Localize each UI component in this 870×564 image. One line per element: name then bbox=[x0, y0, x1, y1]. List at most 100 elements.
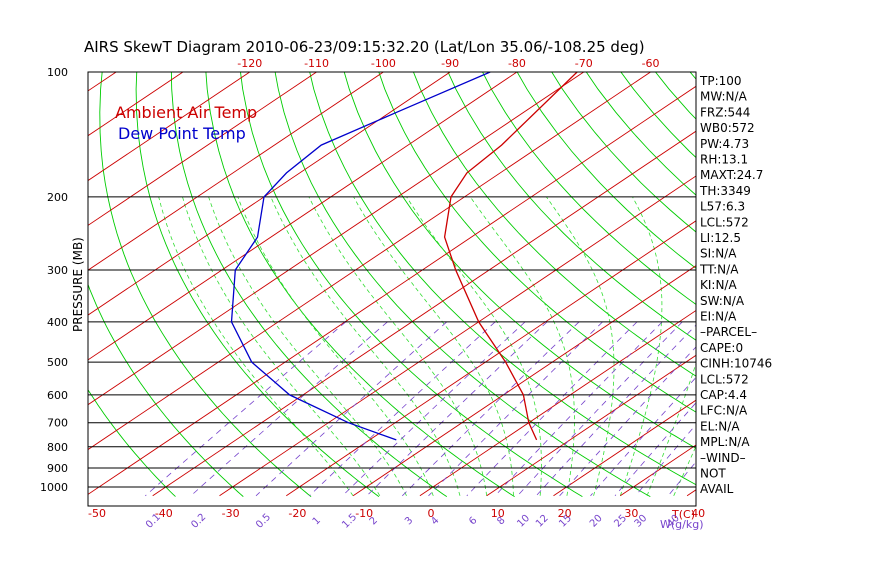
isotherm-line bbox=[353, 63, 870, 496]
dry-adiabat-line bbox=[750, 63, 870, 497]
index-entry: KI:N/A bbox=[700, 278, 737, 292]
index-entry: –WIND– bbox=[700, 451, 746, 465]
index-entry: EI:N/A bbox=[700, 310, 737, 324]
bottom-temperature-tick-label: 40 bbox=[691, 507, 705, 520]
pressure-tick-labels: 100 200 300 400 500 600 700 800 900 1000 bbox=[40, 66, 68, 494]
index-entry: LI:12.5 bbox=[700, 231, 741, 245]
mixing-ratio-line bbox=[536, 322, 699, 496]
moist-adiabat-line bbox=[238, 197, 433, 496]
index-entry: WB0:572 bbox=[700, 121, 755, 135]
pressure-tick-label: 800 bbox=[47, 441, 68, 454]
bottom-temperature-tick-label: -30 bbox=[222, 507, 240, 520]
mixing-ratio-tick-label: 8 bbox=[495, 515, 507, 527]
dry-adiabat-line bbox=[853, 63, 870, 497]
top-temperature-tick-label: -120 bbox=[237, 57, 262, 70]
chart-title: AIRS SkewT Diagram 2010-06-23/09:15:32.2… bbox=[84, 38, 645, 56]
mixing-ratio-line bbox=[191, 322, 388, 496]
index-entry: CAPE:0 bbox=[700, 341, 743, 355]
moist-adiabat-line bbox=[354, 197, 514, 496]
moist-adiabat-line bbox=[620, 197, 662, 496]
dry-adiabat-line bbox=[478, 63, 870, 497]
index-entry: NOT bbox=[700, 467, 726, 481]
sounding-series bbox=[232, 72, 578, 440]
pressure-tick-label: 400 bbox=[47, 316, 68, 329]
mixing-ratio-tick-label: 20 bbox=[588, 513, 605, 530]
top-temperature-tick-label: -110 bbox=[304, 57, 329, 70]
index-entry: MAXT:24.7 bbox=[700, 168, 763, 182]
isobars bbox=[88, 197, 696, 487]
mixing-ratio-line bbox=[256, 322, 447, 496]
top-temperature-tick-label: -100 bbox=[371, 57, 396, 70]
mixing-ratio-line bbox=[145, 322, 345, 496]
sounding-indices-panel: TP:100MW:N/AFRZ:544WB0:572PW:4.73RH:13.1… bbox=[699, 74, 772, 496]
index-entry: TH:3349 bbox=[699, 184, 751, 198]
index-entry: AVAIL bbox=[700, 482, 734, 496]
isotherm-line bbox=[754, 63, 870, 496]
isotherm-line bbox=[821, 63, 870, 496]
mixing-ratio-tick-label: 2 bbox=[368, 515, 380, 527]
pressure-tick-label: 200 bbox=[47, 191, 68, 204]
mixing-ratio-tick-label: 10 bbox=[515, 513, 532, 530]
bottom-temperature-tick-label: -50 bbox=[88, 507, 106, 520]
moist-adiabat-line bbox=[209, 197, 407, 496]
index-entry: TP:100 bbox=[699, 74, 742, 88]
pressure-tick-label: 100 bbox=[47, 66, 68, 79]
isotherm-line bbox=[0, 63, 63, 496]
isotherm-line bbox=[420, 63, 870, 496]
index-entry: LCL:572 bbox=[700, 372, 749, 386]
isotherm-line bbox=[0, 63, 598, 496]
index-entry: –PARCEL– bbox=[700, 325, 757, 339]
index-entry: SI:N/A bbox=[700, 247, 737, 261]
moist-adiabat-line bbox=[183, 197, 380, 496]
dry-adiabat-line bbox=[239, 63, 582, 497]
isotherm-line bbox=[0, 63, 130, 496]
pressure-tick-label: 500 bbox=[47, 356, 68, 369]
index-entry: EL:N/A bbox=[700, 419, 740, 433]
pressure-tick-label: 1000 bbox=[40, 481, 68, 494]
top-temperature-tick-labels: -120 -110 -100 -90 -80 -70 -60 bbox=[237, 57, 659, 70]
dry-adiabat-line bbox=[785, 63, 870, 497]
mixing-ratio-tick-label: 0.2 bbox=[189, 512, 208, 531]
moist-adiabat-line bbox=[546, 197, 614, 496]
pressure-tick-label: 600 bbox=[47, 389, 68, 402]
mixing-ratio-tick-label: 3 bbox=[403, 515, 415, 527]
top-temperature-tick-label: -90 bbox=[441, 57, 459, 70]
legend-ambient-air-temp: Ambient Air Temp bbox=[115, 103, 257, 122]
dry-adiabat-line bbox=[273, 63, 650, 497]
mixing-ratio-line bbox=[402, 322, 579, 496]
pressure-tick-label: 300 bbox=[47, 264, 68, 277]
mixing-ratio-tick-label: 4 bbox=[429, 515, 441, 527]
mixing-ratio-tick-label: 12 bbox=[534, 513, 551, 530]
moist-adiabats bbox=[159, 197, 790, 496]
index-entry: LCL:572 bbox=[700, 215, 749, 229]
dry-adiabat-line bbox=[648, 63, 870, 497]
top-temperature-tick-label: -60 bbox=[642, 57, 660, 70]
mixing-ratio-tick-label: 1 bbox=[311, 515, 323, 527]
dry-adiabat-line bbox=[444, 63, 870, 497]
index-entry: RH:13.1 bbox=[700, 153, 748, 167]
dry-adiabat-line bbox=[512, 63, 870, 497]
moist-adiabat-line bbox=[271, 197, 460, 496]
index-entry: LFC:N/A bbox=[700, 404, 748, 418]
index-entry: CINH:10746 bbox=[700, 357, 772, 371]
pressure-tick-label: 700 bbox=[47, 417, 68, 430]
index-entry: PW:4.73 bbox=[700, 137, 749, 151]
index-entry: TT:N/A bbox=[699, 262, 739, 276]
mixing-ratio-tick-label: 0.5 bbox=[254, 512, 273, 531]
y-axis-label: PRESSURE (MB) bbox=[71, 237, 85, 332]
dry-adiabat-line bbox=[819, 63, 870, 497]
legend-dew-point-temp: Dew Point Temp bbox=[118, 124, 246, 143]
index-entry: FRZ:544 bbox=[700, 105, 750, 119]
index-entry: MPL:N/A bbox=[700, 435, 750, 449]
top-temperature-tick-label: -80 bbox=[508, 57, 526, 70]
top-temperature-tick-label: -70 bbox=[575, 57, 593, 70]
dry-adiabat-line bbox=[410, 63, 870, 497]
dry-adiabat-line bbox=[308, 63, 719, 497]
pressure-tick-label: 900 bbox=[47, 462, 68, 475]
mixing-ratio-tick-label: 6 bbox=[467, 515, 479, 527]
index-entry: SW:N/A bbox=[700, 294, 745, 308]
index-entry: CAP:4.4 bbox=[700, 388, 747, 402]
